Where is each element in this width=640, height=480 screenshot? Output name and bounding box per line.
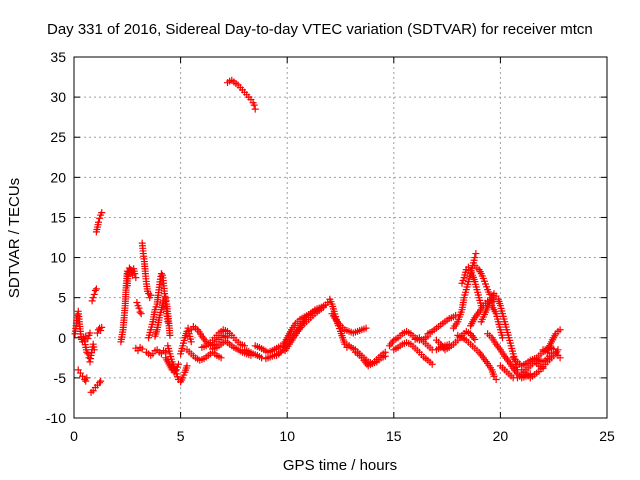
- y-tick-label: 25: [50, 129, 66, 145]
- data-point: [147, 291, 155, 299]
- data-point: [96, 379, 104, 387]
- y-axis-label: SDTVAR / TECUs: [6, 178, 23, 298]
- y-tick-label: -5: [54, 370, 67, 386]
- x-axis-label: GPS time / hours: [283, 457, 397, 474]
- data-point: [428, 360, 436, 368]
- data-point: [88, 297, 96, 305]
- data-point: [90, 346, 98, 354]
- plot-frame: [73, 56, 608, 419]
- x-tick-label: 5: [177, 428, 185, 444]
- data-point: [135, 304, 143, 312]
- data-point: [73, 311, 81, 319]
- data-point: [129, 271, 137, 279]
- data-point: [137, 310, 145, 318]
- data-point: [251, 105, 259, 113]
- data-point: [98, 323, 106, 331]
- y-tick-labels: -10 -5 0 5 10 15 20 25 30 35: [46, 49, 66, 426]
- data-point: [362, 324, 370, 332]
- y-tick-label: 30: [50, 89, 66, 105]
- data-point: [95, 218, 103, 226]
- y-tick-label: 35: [50, 49, 66, 65]
- y-tick-label: 20: [50, 169, 66, 185]
- data-point: [492, 375, 500, 383]
- y-tick-label: 15: [50, 209, 66, 225]
- data-point: [174, 360, 182, 368]
- data-point: [91, 286, 99, 294]
- data-point: [138, 345, 146, 353]
- data-point: [136, 308, 144, 316]
- x-tick-label: 10: [279, 428, 295, 444]
- data-point: [90, 290, 98, 298]
- data-point: [471, 254, 479, 262]
- data-point: [84, 350, 92, 358]
- x-tick-label: 20: [493, 428, 509, 444]
- data-point: [89, 294, 97, 302]
- data-point: [157, 270, 165, 278]
- data-point: [250, 101, 258, 109]
- y-tick-label: 5: [58, 290, 66, 306]
- x-tick-label: 15: [386, 428, 402, 444]
- data-point: [98, 209, 106, 217]
- x-tick-label: 0: [70, 428, 78, 444]
- data-point: [556, 354, 564, 362]
- data-point: [499, 334, 507, 342]
- data-point: [97, 327, 105, 335]
- y-tick-label: 0: [58, 330, 66, 346]
- x-tick-label: 25: [599, 428, 615, 444]
- data-point: [83, 374, 91, 382]
- data-point: [166, 331, 174, 339]
- chart-title: Day 331 of 2016, Sidereal Day-to-day VTE…: [47, 21, 593, 38]
- data-point: [258, 354, 266, 362]
- data-point: [217, 354, 225, 362]
- data-point: [97, 377, 105, 385]
- data-points: [71, 76, 564, 396]
- data-point: [86, 329, 94, 337]
- data-point: [187, 338, 195, 346]
- data-point: [96, 214, 104, 222]
- x-tick-labels: 0 5 10 15 20 25: [70, 428, 615, 444]
- axis-ticks: [73, 56, 608, 419]
- data-point: [452, 311, 460, 319]
- y-tick-label: -10: [46, 410, 66, 426]
- data-point: [315, 304, 323, 312]
- data-point: [183, 362, 191, 370]
- y-tick-label: 10: [50, 250, 66, 266]
- data-point: [472, 250, 480, 258]
- data-point: [319, 303, 327, 311]
- data-point: [381, 348, 389, 356]
- data-point: [471, 335, 479, 343]
- data-point: [556, 326, 564, 334]
- data-point: [92, 285, 100, 293]
- data-point: [84, 335, 92, 343]
- data-point: [82, 377, 90, 385]
- data-point: [133, 298, 141, 306]
